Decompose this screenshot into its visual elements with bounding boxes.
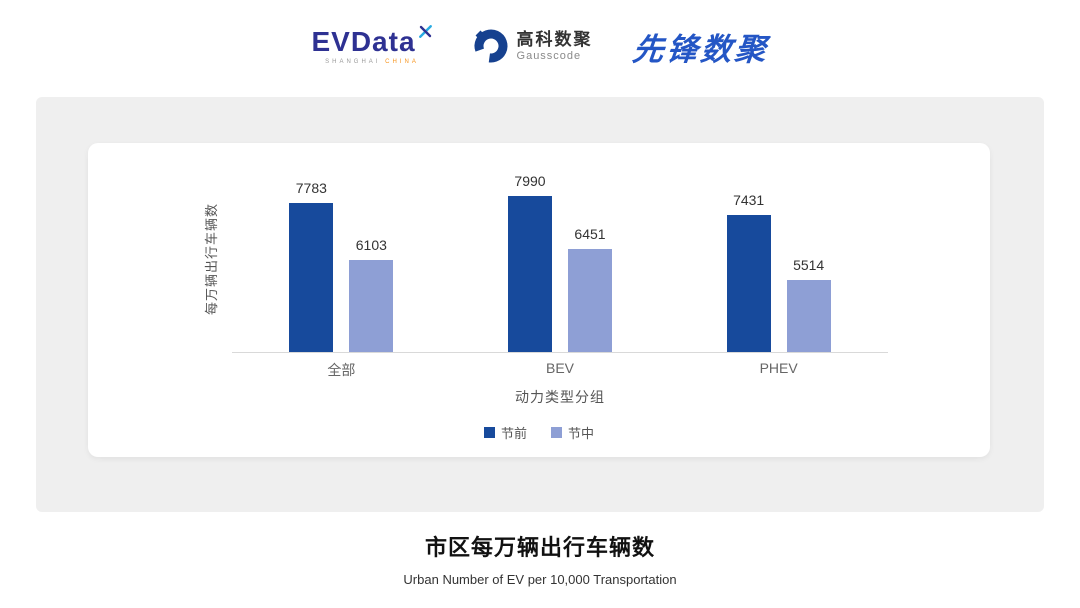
bar-value-label: 6103 — [355, 237, 387, 253]
category-label-PHEV: PHEV — [759, 360, 798, 376]
chart-title: 市区每万辆出行车辆数 — [424, 535, 655, 560]
bar-value-label: 7990 — [514, 173, 546, 189]
category-label-BEV: BEV — [545, 360, 574, 376]
bar-节前-BEV — [508, 196, 552, 352]
legend-label: 节前 — [500, 426, 527, 441]
gausscode-icon — [474, 29, 508, 63]
bar-节中-BEV — [568, 249, 612, 352]
evdata-subtext-orange: CHINA — [385, 58, 419, 65]
footer: 市区每万辆出行车辆数 Urban Number of EV per 10,000… — [0, 530, 1080, 587]
header: EVData SHANGHAI CHINA 高科数聚 Gausscode 先锋数… — [0, 0, 1080, 92]
bar-节中-PHEV — [786, 280, 831, 352]
gausscode-logo: 高科数聚 Gausscode — [473, 28, 593, 64]
legend-item-节中: 节中 — [551, 423, 594, 442]
gausscode-text: 高科数聚 Gausscode — [517, 30, 593, 62]
legend-swatch-icon — [483, 427, 495, 438]
bar-value-label: 5514 — [793, 257, 825, 273]
x-axis-categories: 全部 BEV PHEV — [232, 360, 888, 378]
y-axis-label: 每万辆出行车辆数 — [204, 202, 219, 315]
chart-panel: 每万辆出行车辆数 7783 6103 7990 6451 7431 5514 全部 BEV P… — [36, 97, 1044, 512]
gausscode-cn: 高科数聚 — [516, 30, 593, 50]
evdata-subtext-gray: SHANGHAI — [325, 58, 381, 65]
legend-swatch-icon — [551, 427, 562, 438]
bar-节中-全部 — [349, 260, 394, 352]
bar-value-label: 6451 — [574, 226, 606, 242]
bar-value-label: 7431 — [733, 192, 765, 208]
chart-card: 每万辆出行车辆数 7783 6103 7990 6451 7431 5514 全部 BEV P… — [88, 143, 990, 457]
plot-area: 7783 6103 7990 6451 7431 5514 — [232, 169, 888, 352]
x-axis-title: 动力类型分组 — [515, 389, 605, 405]
evdata-logo: EVData SHANGHAI CHINA — [311, 24, 432, 65]
bar-节前-全部 — [289, 203, 334, 352]
chart-subtitle: Urban Number of EV per 10,000 Transporta… — [403, 572, 677, 587]
x-axis-line — [232, 352, 888, 353]
evdata-wordmark: EVData — [311, 25, 416, 57]
bar-节前-PHEV — [726, 215, 771, 352]
gausscode-en: Gausscode — [516, 49, 582, 62]
bar-value-label: 7783 — [295, 180, 327, 196]
legend-item-节前: 节前 — [483, 423, 527, 442]
legend-label: 节中 — [568, 426, 595, 441]
legend: 节前 节中 — [88, 423, 990, 442]
evdata-subtext: SHANGHAI CHINA — [325, 59, 419, 65]
category-label-全部: 全部 — [327, 362, 356, 378]
pioneer-logo: 先锋数聚 — [630, 31, 771, 67]
evdata-star-icon — [418, 24, 432, 38]
